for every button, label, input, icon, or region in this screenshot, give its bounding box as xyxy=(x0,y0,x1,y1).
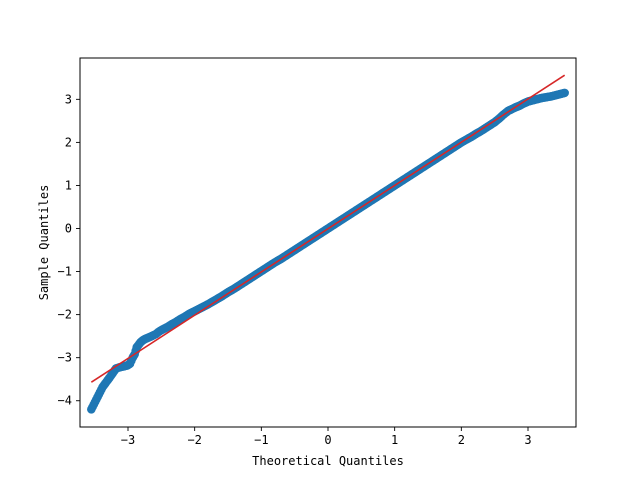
reference-line xyxy=(90,74,566,383)
y-tick-label: 0 xyxy=(65,222,72,236)
x-tick-label: 0 xyxy=(324,433,331,447)
y-tick-label: 2 xyxy=(65,135,72,149)
x-tick-label: 3 xyxy=(524,433,531,447)
x-tick-label: −2 xyxy=(187,433,201,447)
y-axis-ticks: −4 −3 −2 −1 0 1 2 3 xyxy=(58,92,80,408)
y-tick-label: −3 xyxy=(58,351,72,365)
x-axis-label: Theoretical Quantiles xyxy=(252,454,404,468)
y-tick-label: −1 xyxy=(58,265,72,279)
x-tick-label: −3 xyxy=(121,433,135,447)
y-tick-label: 1 xyxy=(65,178,72,192)
x-axis-ticks: −3 −2 −1 0 1 2 3 xyxy=(121,427,532,447)
x-tick-label: −1 xyxy=(254,433,268,447)
x-tick-label: 1 xyxy=(391,433,398,447)
x-tick-label: 2 xyxy=(458,433,465,447)
y-tick-label: −2 xyxy=(58,308,72,322)
y-axis-label: Sample Quantiles xyxy=(37,185,51,301)
data-point xyxy=(560,88,569,98)
reference-line-group xyxy=(90,74,566,383)
y-tick-label: −4 xyxy=(58,394,72,408)
y-tick-label: 3 xyxy=(65,92,72,106)
